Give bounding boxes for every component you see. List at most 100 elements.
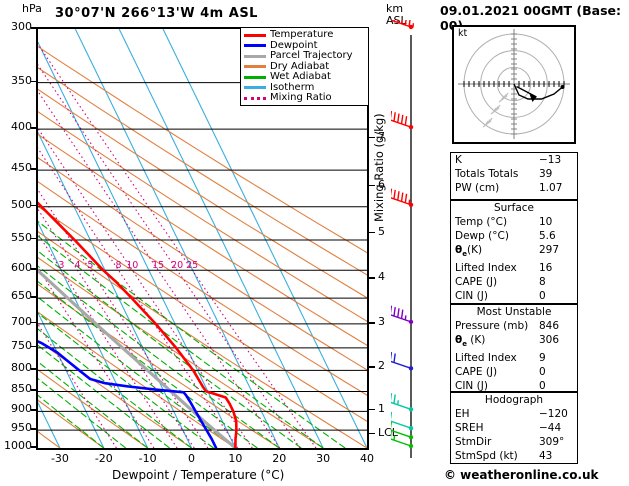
data-row: Dewp (°C) 5.6 [451,229,577,243]
temperature-tick-0: 0 [188,452,196,465]
row-value: 0 [539,290,546,303]
legend-swatch [244,65,266,69]
wind-barb [391,352,414,371]
data-row: SREH −44 [451,421,577,435]
temperature-tick--20: -20 [94,452,113,465]
data-row: CIN (J) 0 [451,379,577,393]
wind-barb [391,411,414,431]
hodograph-wind-barb [490,104,501,115]
pressure-tick-mark [31,127,37,129]
skewt-plot-svg: 3 4 5 8 10 15 20 25 [38,29,367,448]
dewpoint-curve [38,340,218,448]
hodograph-arrowhead [529,94,537,102]
row-value: −44 [539,422,562,434]
height-tick-mark [368,184,375,187]
row-label: Pressure (mb) [455,320,529,332]
pressure-tick-550: 550 [11,230,32,244]
row-label: Temp (°C) [455,216,508,228]
curve-dewpoint [38,340,218,448]
data-row: CAPE (J) 0 [451,365,577,379]
legend-label: Wet Adiabat [270,71,331,83]
legend-swatch [244,44,266,48]
curve-parcel [38,268,237,448]
pressure-tick-450: 450 [11,161,32,175]
hodograph-trace [513,83,563,100]
lcl-tick-mark [368,432,375,435]
pressure-tick-mark [31,428,37,430]
row-label: K [455,154,462,166]
pressure-tick-mark [31,268,37,270]
height-tick-2km: 2 [378,359,385,373]
pressure-tick-mark [31,409,37,411]
row-label: Lifted Index [455,352,517,365]
data-row: θe (K) 306 [451,333,577,351]
legend-swatch [244,54,266,58]
row-label: Dewp (°C) [455,230,509,242]
pressure-tick-950: 950 [11,421,32,435]
pressure-tick-mark [31,321,37,324]
temperature-tick--30: -30 [50,452,69,465]
chart-legend: Temperature Dewpoint Parcel Trajectory Dry … [240,27,369,106]
pressure-tick-mark [31,204,37,207]
height-axis-unit-label: km [386,2,404,15]
height-tick-mark [368,366,375,368]
lcl-label: LCL [378,425,398,439]
temperature-tick-20: 20 [272,452,287,465]
pressure-tick-350: 350 [11,73,32,87]
wind-barb [391,305,414,325]
row-label: CIN (J) [455,380,488,393]
row-value: 1.07 [539,182,563,194]
data-row: CIN (J) 0 [451,289,577,303]
legend-swatch [244,86,266,90]
row-label: StmSpd (kt) [455,450,518,462]
hodograph-unit-label: kt [458,28,468,39]
temperature-tick-30: 30 [316,452,331,465]
row-label: θe (K) [455,334,486,349]
row-label: StmDir [455,436,492,448]
row-label: CIN (J) [455,290,488,303]
height-tick-mark [368,408,375,411]
row-label: EH [455,408,470,420]
surface-parcel-panel: Surface Temp (°C) 10 Dewp (°C) 5.6 θe(K) 297 Li… [450,200,578,304]
parcel-trajectory-curve [38,268,237,448]
legend-label: Temperature [270,29,334,41]
panel-heading: Hodograph [484,394,544,406]
mixing-ratio-label: 8 [115,260,121,271]
row-label: SREH [455,422,484,434]
row-value: 0 [539,380,546,393]
row-value: 0 [539,366,546,379]
row-label: θe(K) [455,244,483,259]
legend-item-parcel-trajectory: Parcel Trajectory [244,51,366,62]
row-label: CAPE (J) [455,276,498,289]
wind-barb [391,420,414,440]
pressure-tick-300: 300 [11,20,32,33]
wind-barb [391,393,414,412]
stability-indices-panel: K −13 Totals Totals 39 PW (cm) 1.07 [450,152,578,200]
wind-barb [391,110,414,130]
legend-label: Isotherm [270,81,315,93]
legend-item-dewpoint: Dewpoint [244,40,366,52]
temperature-tick--10: -10 [138,452,157,465]
data-row: PW (cm) 1.07 [451,181,577,195]
height-tick-7km: 7 [378,129,385,143]
data-row: Lifted Index 16 [451,261,577,275]
row-value: 297 [539,244,560,256]
pressure-tick-mark [31,237,37,240]
pressure-tick-700: 700 [11,314,32,328]
pressure-tick-mark [31,27,37,29]
row-value: 846 [539,320,560,332]
pressure-tick-500: 500 [11,197,32,211]
hodograph-wind-barb [482,117,493,128]
data-row: Pressure (mb) 846 [451,319,577,333]
pressure-tick-mark [31,80,37,83]
legend-label: Mixing Ratio [270,92,332,104]
legend-swatch [244,75,266,79]
wind-barb [391,188,414,207]
legend-swatch [244,96,266,100]
row-value: 8 [539,276,546,289]
height-tick-6km: 6 [378,177,385,191]
pressure-tick-mark [31,446,37,448]
pressure-axis-unit-label: hPa [22,2,42,15]
height-tick-3km: 3 [378,315,385,329]
legend-label: Parcel Trajectory [270,50,353,62]
